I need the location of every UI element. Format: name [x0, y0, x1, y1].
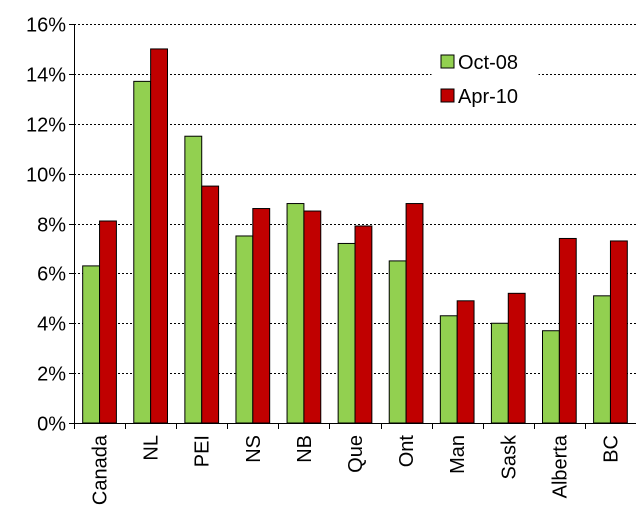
x-tick-label: Canada [90, 434, 112, 505]
bar-apr-10-nb [303, 210, 322, 424]
bar-oct-08-que [337, 242, 356, 424]
x-tick-label: Man [447, 435, 469, 474]
legend-swatch-oct-08 [440, 54, 455, 69]
bar-apr-10-pei [201, 185, 220, 424]
bar-apr-10-que [354, 225, 373, 424]
y-axis-ticks: 0% 2% 4% 6% 8% 10% 12% 14% 16% [26, 15, 74, 436]
bar-apr-10-sask [507, 292, 526, 424]
legend-label-apr-10: Apr-10 [458, 86, 518, 108]
bar-oct-08-pei [184, 135, 203, 424]
bar-apr-10-man [456, 300, 475, 424]
bar-oct-08-nl [133, 80, 152, 424]
x-tick-label: NB [294, 435, 316, 463]
x-tick-label: Que [345, 435, 367, 473]
y-tick-label: 0% [37, 414, 66, 436]
bar-oct-08-ont [388, 260, 407, 424]
bar-apr-10-nl [150, 48, 168, 424]
bar-apr-10-ns [252, 208, 271, 424]
y-tick-label: 4% [37, 314, 66, 336]
x-tick-label: NS [243, 435, 265, 463]
bar-oct-08-man [439, 315, 458, 424]
bar-oct-08-ns [235, 235, 254, 424]
bar-oct-08-bc [593, 295, 611, 424]
bar-apr-10-alberta [558, 237, 577, 424]
x-tick-label: Ont [396, 435, 418, 468]
y-tick-label: 2% [37, 364, 66, 386]
y-tick-label: 14% [26, 65, 66, 87]
bar-oct-08-alberta [542, 330, 560, 424]
bar-oct-08-nb [286, 203, 305, 424]
bar-oct-08-sask [490, 322, 509, 424]
legend: Oct-08 Apr-10 [431, 43, 539, 115]
bars [82, 48, 628, 424]
x-tick-label: Alberta [549, 434, 571, 498]
axes [74, 24, 636, 424]
x-axis-ticks: Canada NL PEI NS NB Que Ont Man Sask Alberta BC [74, 423, 622, 505]
x-tick-label: Sask [498, 434, 520, 479]
x-tick-label: BC [600, 435, 622, 463]
y-tick-label: 8% [37, 215, 66, 237]
bar-apr-10-ont [405, 203, 424, 424]
x-tick-label: NL [141, 435, 163, 461]
y-tick-label: 10% [26, 165, 66, 187]
legend-swatch-apr-10 [440, 88, 455, 103]
y-tick-label: 16% [26, 15, 66, 37]
bar-apr-10-bc [609, 240, 628, 424]
y-tick-label: 12% [26, 115, 66, 137]
x-tick-label: PEI [192, 435, 214, 467]
y-tick-label: 6% [37, 264, 66, 286]
bar-oct-08-canada [82, 265, 101, 424]
legend-label-oct-08: Oct-08 [458, 52, 518, 74]
bar-apr-10-canada [99, 220, 117, 424]
